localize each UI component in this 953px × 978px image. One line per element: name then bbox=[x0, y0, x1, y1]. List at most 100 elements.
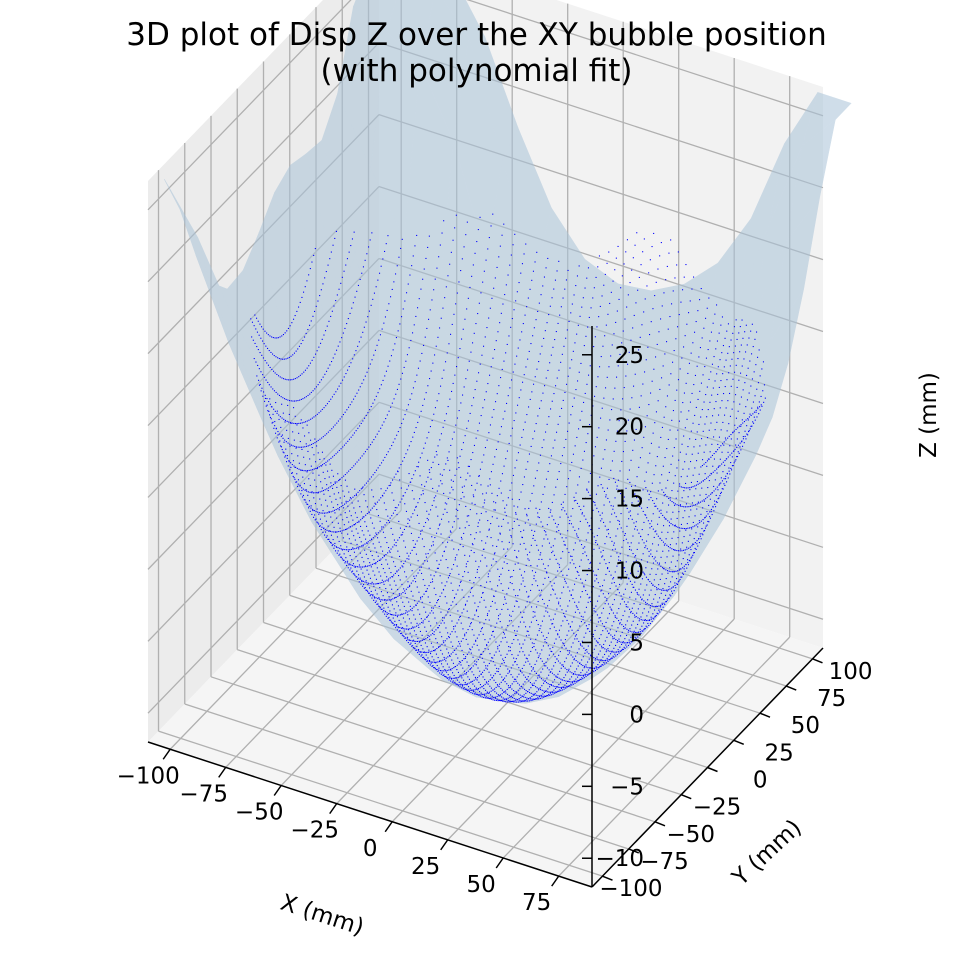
scatter-point bbox=[638, 467, 639, 468]
scatter-point bbox=[561, 571, 562, 572]
scatter-point bbox=[369, 587, 370, 588]
scatter-point bbox=[586, 667, 587, 668]
scatter-point bbox=[395, 273, 396, 274]
scatter-point bbox=[325, 529, 326, 530]
scatter-point bbox=[530, 525, 531, 526]
scatter-point bbox=[287, 421, 288, 422]
scatter-point bbox=[607, 567, 608, 568]
scatter-point bbox=[435, 279, 436, 280]
scatter-point bbox=[319, 499, 320, 500]
scatter-point bbox=[422, 538, 423, 539]
scatter-point bbox=[547, 258, 548, 259]
scatter-point bbox=[507, 549, 508, 550]
scatter-point bbox=[285, 332, 286, 333]
scatter-point bbox=[561, 664, 562, 665]
scatter-point bbox=[571, 672, 572, 673]
scatter-point bbox=[257, 365, 258, 366]
scatter-point bbox=[395, 566, 396, 567]
scatter-point bbox=[643, 622, 644, 623]
scatter-point bbox=[533, 699, 534, 700]
scatter-point bbox=[290, 379, 291, 380]
scatter-point bbox=[362, 567, 363, 568]
scatter-point bbox=[409, 628, 410, 629]
scatter-point bbox=[673, 556, 674, 557]
scatter-point bbox=[466, 684, 467, 685]
scatter-point bbox=[306, 491, 307, 492]
scatter-point bbox=[366, 322, 367, 323]
scatter-point bbox=[397, 615, 398, 616]
scatter-point bbox=[731, 359, 732, 360]
scatter-point bbox=[627, 555, 628, 556]
scatter-point bbox=[365, 590, 366, 591]
scatter-point bbox=[530, 682, 531, 683]
scatter-point bbox=[301, 419, 302, 420]
scatter-point bbox=[398, 605, 399, 606]
scatter-point bbox=[281, 335, 282, 336]
scatter-point bbox=[291, 453, 292, 454]
scatter-point bbox=[465, 506, 466, 507]
scatter-point bbox=[301, 490, 302, 491]
scatter-point bbox=[532, 694, 533, 695]
scatter-point bbox=[482, 672, 483, 673]
scatter-point bbox=[631, 592, 632, 593]
scatter-point bbox=[437, 665, 438, 666]
scatter-point bbox=[341, 485, 342, 486]
scatter-point bbox=[421, 567, 422, 568]
scatter-point bbox=[693, 277, 694, 278]
scatter-point bbox=[434, 537, 435, 538]
scatter-point bbox=[390, 600, 391, 601]
scatter-point bbox=[550, 619, 551, 620]
scatter-point bbox=[530, 590, 531, 591]
scatter-point bbox=[435, 662, 436, 663]
scatter-point bbox=[548, 694, 549, 695]
scatter-point bbox=[632, 327, 633, 328]
scatter-point bbox=[603, 662, 604, 663]
scatter-point bbox=[508, 275, 509, 276]
scatter-point bbox=[503, 679, 504, 680]
scatter-point bbox=[506, 284, 507, 285]
scatter-point bbox=[564, 544, 565, 545]
scatter-point bbox=[531, 696, 532, 697]
scatter-point bbox=[671, 420, 672, 421]
scatter-point bbox=[471, 276, 472, 277]
scatter-point bbox=[597, 664, 598, 665]
scatter-point bbox=[515, 702, 516, 703]
scatter-point bbox=[553, 289, 554, 290]
scatter-point bbox=[568, 552, 569, 553]
scatter-point bbox=[387, 414, 388, 415]
scatter-point bbox=[326, 484, 327, 485]
scatter-point bbox=[666, 590, 667, 591]
scatter-point bbox=[485, 648, 486, 649]
scatter-point bbox=[700, 495, 701, 496]
scatter-point bbox=[343, 537, 344, 538]
scatter-point bbox=[491, 225, 492, 226]
scatter-point bbox=[496, 687, 497, 688]
scatter-point bbox=[505, 458, 506, 459]
scatter-point bbox=[581, 677, 582, 678]
scatter-point bbox=[628, 518, 629, 519]
scatter-point bbox=[581, 664, 582, 665]
scatter-point bbox=[392, 598, 393, 599]
scatter-point bbox=[400, 427, 401, 428]
scatter-point bbox=[487, 536, 488, 537]
scatter-point bbox=[583, 402, 584, 403]
scatter-point bbox=[732, 333, 733, 334]
scatter-point bbox=[601, 518, 602, 519]
scatter-point bbox=[492, 601, 493, 602]
scatter-point bbox=[382, 557, 383, 558]
scatter-point bbox=[545, 611, 546, 612]
scatter-point bbox=[527, 658, 528, 659]
scatter-point bbox=[647, 599, 648, 600]
scatter-point bbox=[513, 475, 514, 476]
scatter-point bbox=[634, 603, 635, 604]
scatter-point bbox=[648, 404, 649, 405]
scatter-point bbox=[656, 589, 657, 590]
scatter-point bbox=[679, 531, 680, 532]
scatter-point bbox=[672, 538, 673, 539]
scatter-point bbox=[471, 681, 472, 682]
scatter-point bbox=[566, 537, 567, 538]
scatter-point bbox=[453, 314, 454, 315]
scatter-point bbox=[548, 577, 549, 578]
scatter-point bbox=[659, 611, 660, 612]
scatter-point bbox=[626, 635, 627, 636]
